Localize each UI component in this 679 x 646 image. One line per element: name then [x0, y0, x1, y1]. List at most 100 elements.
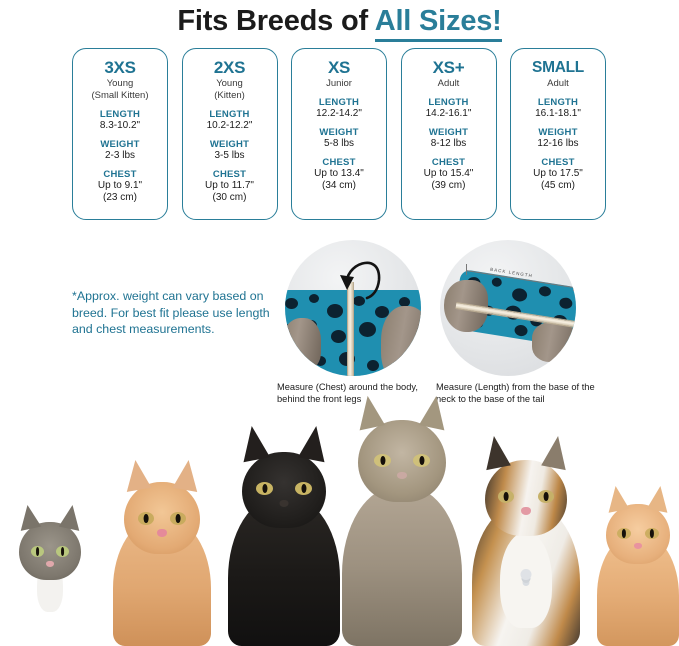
- spec-chest: CHEST Up to 11.7" (30 cm): [205, 169, 254, 204]
- cat-photo-maine-coon-tabby: [340, 393, 464, 646]
- length-measure-figure: BACK LENGTH Measure (Length) from the ba…: [436, 240, 595, 404]
- spec-chest-cm: (39 cm): [431, 180, 466, 191]
- size-card-age-main: Young: [106, 78, 134, 89]
- spec-length-label: LENGTH: [99, 109, 141, 120]
- size-card-label: SMALL: [532, 59, 584, 76]
- spec-weight-label: WEIGHT: [428, 127, 469, 138]
- spec-weight-label: WEIGHT: [100, 139, 140, 150]
- spec-length-label: LENGTH: [537, 97, 579, 108]
- length-measure-photo: BACK LENGTH: [440, 240, 576, 376]
- size-card-age-sub: (Kitten): [214, 90, 245, 101]
- spec-length: LENGTH 16.1-18.1": [535, 97, 581, 120]
- dimension-tick-left: [466, 264, 467, 275]
- size-card-age-main: Adult: [547, 78, 569, 89]
- spec-length-value: 14.2-16.1": [425, 108, 472, 119]
- chest-measure-figure: Measure (Chest) around the body, behind …: [277, 240, 421, 404]
- size-card-small[interactable]: SMALL Adult LENGTH 16.1-18.1" WEIGHT 12-…: [510, 48, 606, 220]
- spec-weight-value: 2-3 lbs: [104, 150, 135, 161]
- size-card-age: Adult: [547, 78, 569, 90]
- cat-photo-small-orange-tabby: [592, 478, 679, 646]
- spec-weight: WEIGHT 12-16 lbs: [537, 127, 578, 150]
- spec-length-label: LENGTH: [209, 109, 250, 120]
- spec-length-value: 16.1-18.1": [535, 108, 581, 119]
- spec-chest-value: Up to 13.4": [314, 168, 364, 179]
- cat-photo-calico: [466, 433, 586, 646]
- cat-fur-hind: [532, 322, 576, 362]
- size-card-xs-plus[interactable]: XS+ Adult LENGTH 14.2-16.1" WEIGHT 8-12 …: [400, 48, 497, 220]
- tape-measure-vertical: [347, 282, 354, 376]
- spec-chest: CHEST Up to 9.1" (23 cm): [98, 169, 142, 204]
- curved-arrow-icon: [340, 261, 381, 300]
- spec-weight-value: 3-5 lbs: [214, 150, 245, 161]
- size-card-age: Adult: [438, 78, 460, 90]
- spec-chest-label: CHEST: [212, 169, 247, 180]
- spec-chest-cm: (30 cm): [212, 192, 247, 203]
- spec-chest: CHEST Up to 17.5" (45 cm): [533, 157, 583, 192]
- spec-chest-value: Up to 11.7": [205, 180, 254, 191]
- spec-chest: CHEST Up to 13.4" (34 cm): [314, 157, 364, 192]
- size-card-age-main: Junior: [326, 78, 352, 89]
- size-card-2xs[interactable]: 2XS Young (Kitten) LENGTH 10.2-12.2" WEI…: [181, 48, 278, 220]
- spec-chest: CHEST Up to 15.4" (39 cm): [424, 157, 474, 192]
- approx-weight-note: *Approx. weight can vary based on breed.…: [72, 289, 270, 336]
- spec-length-label: LENGTH: [318, 97, 360, 108]
- cat-photo-grey-tabby-kitten: [2, 494, 98, 646]
- page-title: Fits Breeds of All Sizes!: [0, 4, 679, 42]
- spec-chest-cm: (23 cm): [103, 192, 137, 203]
- size-card-label: XS: [327, 58, 351, 77]
- size-card-age-main: Young: [216, 78, 243, 89]
- cat-photo-black-longhair: [222, 423, 346, 646]
- spec-chest-label: CHEST: [322, 157, 356, 168]
- spec-weight: WEIGHT 2-3 lbs: [100, 139, 139, 162]
- spec-chest-cm: (45 cm): [541, 180, 575, 191]
- length-measure-caption: Measure (Length) from the base of the ne…: [436, 382, 595, 404]
- size-card-label: 3XS: [104, 58, 136, 77]
- spec-chest-label: CHEST: [541, 157, 575, 168]
- spec-chest-label: CHEST: [431, 157, 466, 168]
- spec-length: LENGTH 14.2-16.1": [426, 97, 472, 120]
- chest-measure-caption: Measure (Chest) around the body, behind …: [277, 382, 418, 404]
- size-card-age: Young (Small Kitten): [91, 78, 148, 102]
- spec-chest-cm: (34 cm): [322, 180, 356, 191]
- spec-weight-label: WEIGHT: [319, 127, 359, 138]
- spec-length-label: LENGTH: [428, 97, 469, 108]
- page-title-accent: All Sizes!: [374, 5, 502, 42]
- spec-weight: WEIGHT 3-5 lbs: [210, 139, 249, 162]
- spec-chest-value: Up to 9.1": [97, 180, 143, 191]
- spec-length: LENGTH 12.2-14.2": [316, 97, 362, 120]
- size-card-label: 2XS: [213, 58, 246, 77]
- spec-length: LENGTH 10.2-12.2": [207, 109, 253, 132]
- spec-weight: WEIGHT 5-8 lbs: [319, 127, 358, 150]
- collar-pendant: [520, 569, 532, 580]
- size-card-age: Young (Kitten): [214, 78, 245, 102]
- cat-breeds-photo-row: [0, 393, 679, 646]
- page-title-plain: Fits Breeds of: [177, 5, 375, 37]
- spec-weight-value: 12-16 lbs: [537, 138, 579, 149]
- spec-chest-value: Up to 17.5": [533, 168, 583, 179]
- spec-weight-value: 8-12 lbs: [430, 138, 467, 149]
- spec-weight-label: WEIGHT: [209, 139, 250, 150]
- chest-measure-photo: [285, 240, 421, 376]
- size-card-age-main: Adult: [437, 78, 460, 89]
- spec-chest-label: CHEST: [103, 169, 137, 180]
- spec-weight-label: WEIGHT: [538, 127, 578, 138]
- size-cards-row: 3XS Young (Small Kitten) LENGTH 8.3-10.2…: [72, 48, 606, 220]
- spec-length-value: 10.2-12.2": [206, 120, 253, 131]
- spec-weight-value: 5-8 lbs: [323, 138, 354, 149]
- dimension-tick-right: [573, 280, 574, 291]
- size-card-age: Junior: [326, 78, 352, 90]
- spec-length: LENGTH 8.3-10.2": [100, 109, 140, 132]
- cat-fur-right: [381, 306, 421, 376]
- spec-weight: WEIGHT 8-12 lbs: [429, 127, 468, 150]
- cat-photo-orange-tabby: [104, 456, 220, 646]
- size-card-age-sub: (Small Kitten): [91, 90, 149, 101]
- spec-length-value: 12.2-14.2": [316, 108, 362, 119]
- page-title-text: Fits Breeds of All Sizes!: [0, 4, 679, 42]
- spec-chest-value: Up to 15.4": [423, 168, 474, 179]
- size-card-label: XS+: [432, 58, 465, 77]
- size-card-3xs[interactable]: 3XS Young (Small Kitten) LENGTH 8.3-10.2…: [72, 48, 168, 220]
- spec-length-value: 8.3-10.2": [99, 120, 141, 131]
- size-card-xs[interactable]: XS Junior LENGTH 12.2-14.2" WEIGHT 5-8 l…: [291, 48, 387, 220]
- cat-fur-left: [285, 318, 321, 370]
